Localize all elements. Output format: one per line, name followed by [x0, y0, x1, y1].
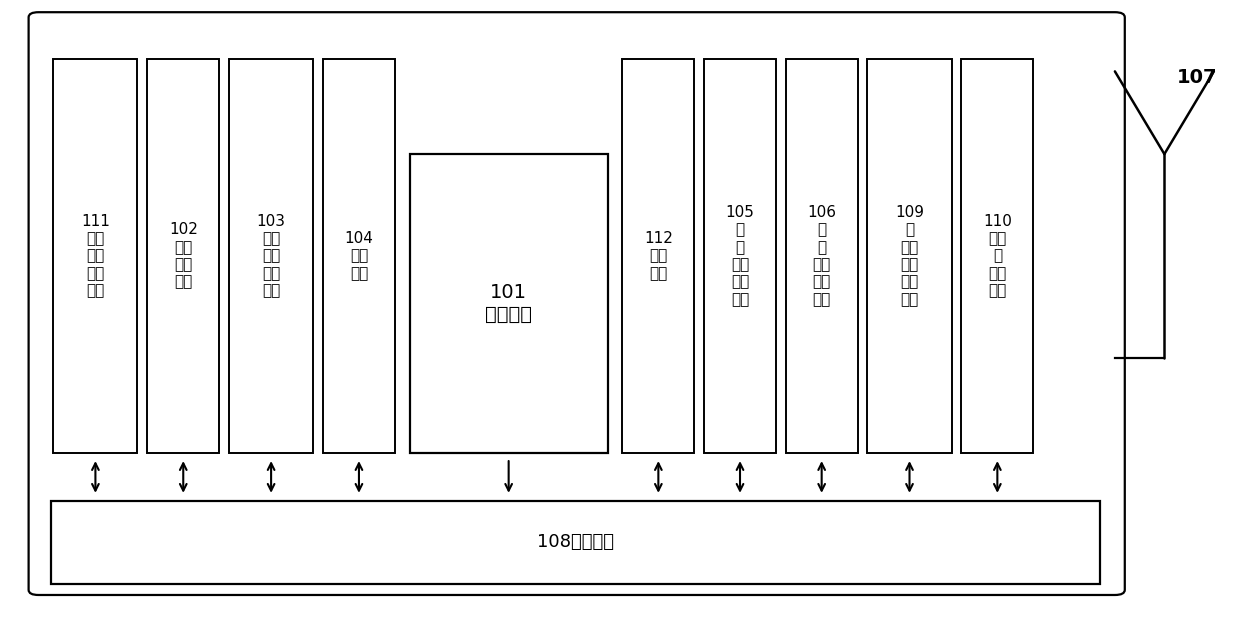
Text: 112
闪存
模块: 112 闪存 模块 [644, 231, 673, 281]
Text: 101
处理模块: 101 处理模块 [485, 283, 532, 324]
Text: 111
基站
频谱
分析
模块: 111 基站 频谱 分析 模块 [81, 213, 110, 298]
Text: 104
内存
模块: 104 内存 模块 [345, 231, 373, 281]
Bar [324, 59, 394, 453]
Bar [148, 59, 219, 453]
Bar [409, 154, 608, 453]
Text: 107: 107 [1177, 68, 1218, 87]
Text: 109
防
雷击
电源
保护
模块: 109 防 雷击 电源 保护 模块 [895, 205, 924, 307]
Bar [961, 59, 1033, 453]
Text: 108电源模块: 108电源模块 [537, 533, 614, 551]
Bar [229, 59, 314, 453]
Bar [868, 59, 951, 453]
Bar [786, 59, 858, 453]
FancyBboxPatch shape [29, 12, 1125, 595]
Bar [51, 501, 1100, 583]
Bar [53, 59, 138, 453]
Bar [704, 59, 776, 453]
Bar [622, 59, 694, 453]
Text: 105
第
一
无线
通信
模块: 105 第 一 无线 通信 模块 [725, 205, 754, 307]
Text: 106
第
二
无线
通信
模块: 106 第 二 无线 通信 模块 [807, 205, 836, 307]
Text: 103
通信
加密
解密
模块: 103 通信 加密 解密 模块 [257, 213, 285, 298]
Text: 102
网络
接口
模块: 102 网络 接口 模块 [169, 222, 197, 289]
Text: 110
摄像
头
接口
模块: 110 摄像 头 接口 模块 [983, 213, 1012, 298]
